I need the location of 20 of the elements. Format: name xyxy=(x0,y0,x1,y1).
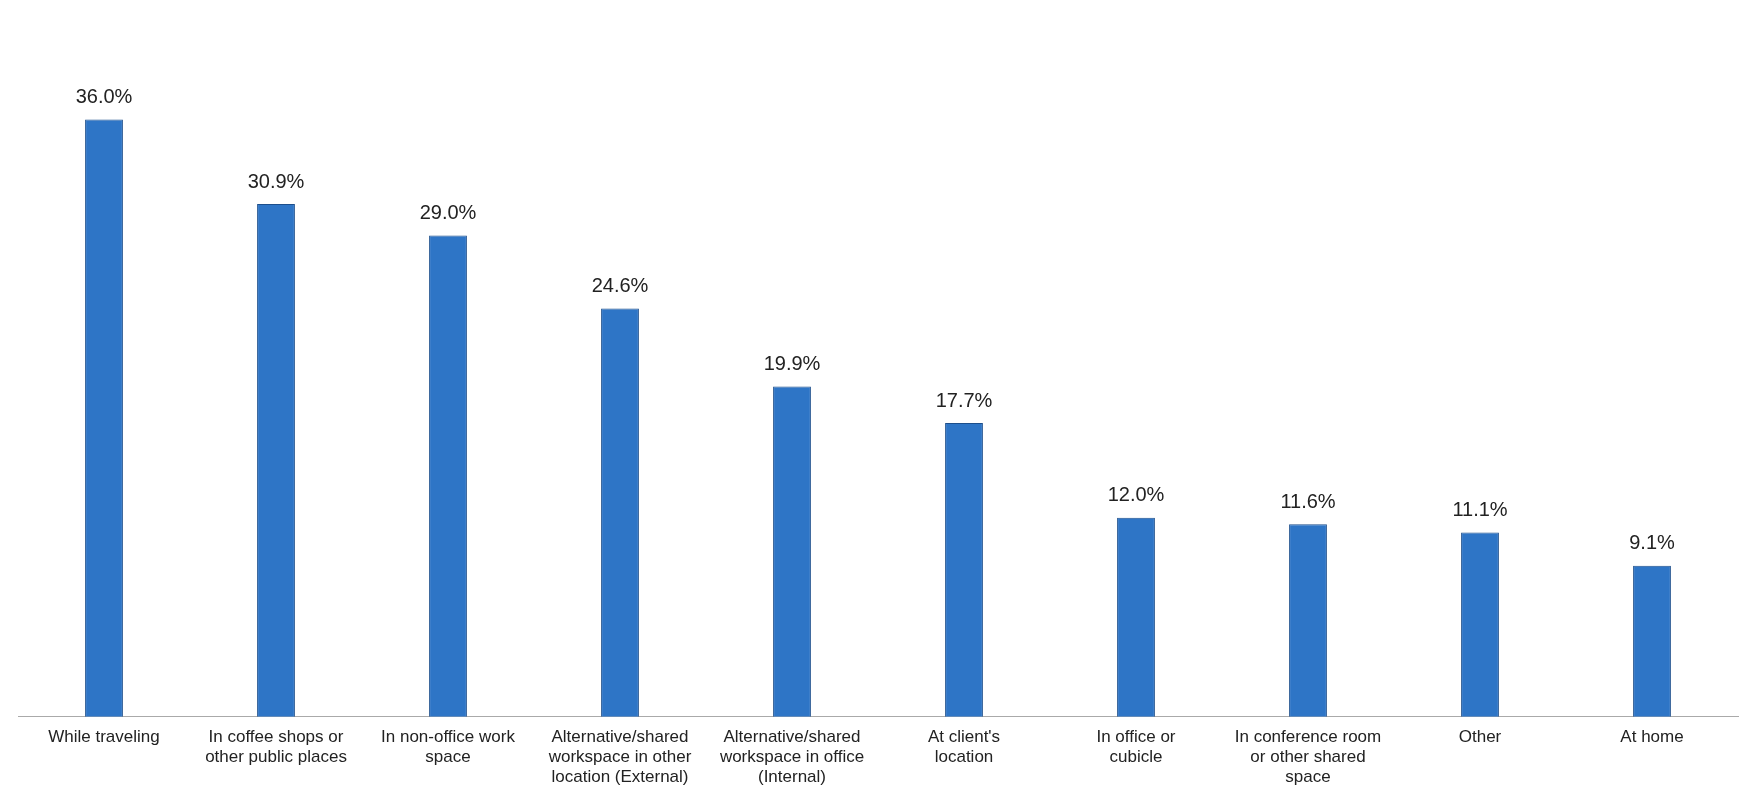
data-label: 30.9% xyxy=(247,169,305,192)
data-label: 12.0% xyxy=(1107,483,1165,506)
data-label: 17.7% xyxy=(935,388,993,411)
data-label: 29.0% xyxy=(419,201,477,224)
data-label: 11.1% xyxy=(1452,498,1508,521)
data-label: 19.9% xyxy=(763,352,821,375)
data-label: 11.6% xyxy=(1280,489,1336,512)
x-tick-label: At client's location xyxy=(927,726,1001,767)
x-tick-label: Alternative/shared workspace in other location (External) xyxy=(547,726,692,787)
data-label: 9.1% xyxy=(1629,531,1676,554)
x-tick-label: In coffee shops or other public places xyxy=(205,726,347,767)
x-tick-label: Other xyxy=(1458,726,1502,746)
x-tick-label: At home xyxy=(1620,726,1684,746)
x-tick-label: In office or cubicle xyxy=(1096,726,1176,767)
data-label: 24.6% xyxy=(591,274,649,297)
x-tick-label: While traveling xyxy=(48,726,160,746)
data-label: 36.0% xyxy=(75,84,133,107)
x-tick-label: In non-office work space xyxy=(381,726,516,767)
x-tick-label: Alternative/shared workspace in office (Internal) xyxy=(718,726,865,787)
x-tick-label: In conference room or other shared space xyxy=(1234,726,1382,787)
